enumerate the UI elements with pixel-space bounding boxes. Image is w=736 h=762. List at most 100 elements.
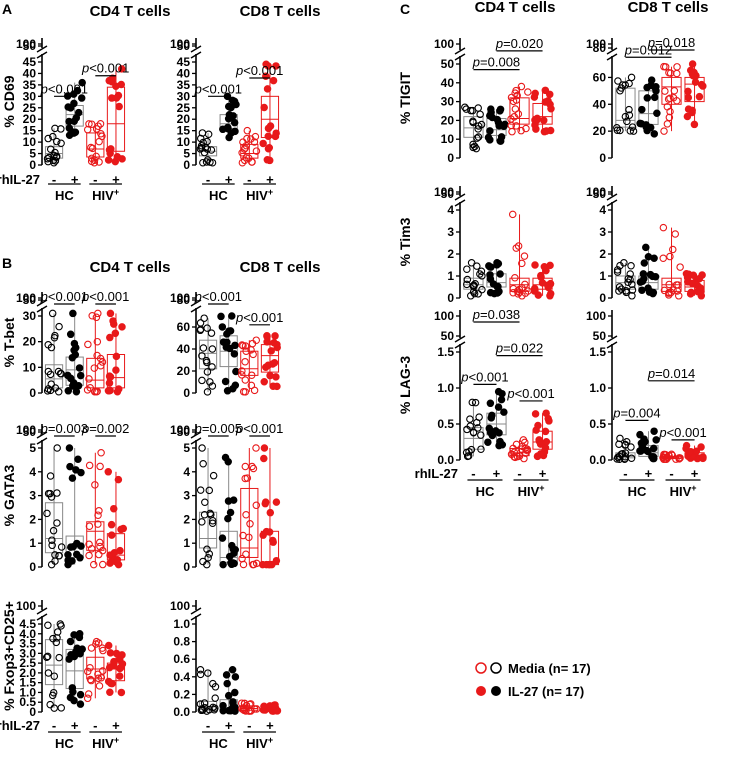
data-point: [51, 157, 60, 165]
p-value-label: p=0.004: [612, 405, 660, 420]
data-point: [86, 675, 95, 684]
data-point: [498, 389, 506, 398]
plus-sign: +: [112, 172, 120, 187]
data-point: [88, 311, 96, 320]
y-tick-label: 2: [447, 247, 454, 261]
data-point: [230, 97, 239, 106]
p-value-number: =0.014: [655, 366, 695, 381]
y-axis-label: % GATA3: [1, 464, 17, 526]
axis-break-mark: [606, 199, 618, 207]
p-value-label: p<0.001: [81, 61, 129, 76]
data-point: [665, 280, 673, 289]
data-point: [64, 551, 72, 559]
data-point: [494, 259, 503, 268]
p-value-number: =0.003: [48, 421, 88, 436]
data-point: [107, 531, 116, 539]
hiv-superscript: +: [114, 735, 119, 745]
data-point: [617, 285, 626, 293]
y-tick-label: 4: [599, 203, 606, 217]
y-tick-label: 5: [183, 441, 190, 455]
minus-sign: -: [669, 466, 673, 481]
data-point: [196, 666, 205, 674]
data-point: [628, 280, 636, 289]
y-tick-label: 2: [183, 512, 190, 526]
data-point: [218, 323, 227, 331]
data-point: [642, 243, 650, 252]
plus-sign: +: [493, 466, 501, 481]
data-point: [203, 545, 211, 554]
data-point: [219, 560, 227, 569]
data-point: [249, 464, 258, 473]
data-point: [68, 684, 77, 692]
y-tick-label: 10: [177, 135, 191, 149]
box: [240, 487, 259, 558]
data-point: [223, 679, 231, 688]
y-tick-label: 1.0: [589, 381, 606, 395]
data-point: [196, 700, 205, 708]
y-tick-label: 0.5: [437, 417, 454, 431]
data-point: [197, 134, 205, 143]
data-point: [118, 651, 126, 659]
data-point: [95, 550, 103, 559]
y-tick-label: 50: [441, 329, 455, 343]
data-point: [75, 364, 84, 372]
y-tick-label: 100: [586, 185, 606, 199]
data-point: [695, 92, 704, 101]
data-point: [469, 140, 477, 149]
y-tick-label: 3.0: [19, 646, 36, 660]
data-point: [52, 137, 61, 146]
data-point: [48, 309, 57, 318]
data-point: [683, 112, 692, 121]
data-point: [50, 672, 59, 680]
minus-sign: -: [471, 466, 475, 481]
data-point: [259, 139, 267, 148]
data-point: [199, 460, 207, 468]
data-point: [682, 444, 690, 453]
y-tick-label: 100: [16, 599, 36, 613]
axis-break-mark: [454, 335, 466, 343]
data-point: [673, 96, 681, 105]
data-point: [231, 688, 239, 697]
data-point: [636, 278, 645, 286]
y-tick-label: 4: [29, 465, 36, 479]
data-point: [98, 358, 107, 366]
y-tick-label: 0.5: [19, 695, 36, 709]
data-point: [624, 274, 633, 283]
p-value-symbol: p: [194, 81, 202, 96]
data-point: [515, 452, 524, 460]
data-point: [57, 139, 65, 147]
data-point: [91, 481, 99, 489]
data-point: [55, 551, 63, 560]
p-value-label: p=0.002: [81, 421, 129, 436]
data-point: [52, 152, 61, 161]
panel-foxp3_cd8: 100 0.0 0.2 0.4 0.6 0.8 1.0: [170, 599, 282, 719]
data-point: [89, 560, 98, 569]
data-point: [540, 262, 549, 271]
y-tick-label: 100: [170, 599, 190, 613]
data-point: [211, 704, 219, 712]
data-point: [96, 542, 104, 551]
group-label-hc: HC: [476, 484, 495, 499]
data-point: [87, 143, 95, 152]
data-point: [484, 438, 492, 446]
y-tick-label: 0.2: [173, 687, 190, 701]
title-c-cd4: CD4 T cells: [475, 0, 556, 16]
data-point: [514, 242, 523, 250]
data-point: [53, 444, 61, 452]
group-label-hiv: HIV+: [92, 735, 119, 751]
p-value-label: p<0.001: [81, 289, 129, 304]
data-point: [200, 314, 208, 322]
p-value-symbol: p: [460, 369, 468, 384]
data-point: [78, 78, 86, 87]
p-value-label: p<0.001: [235, 310, 283, 325]
p-value-label: p=0.003: [40, 421, 88, 436]
y-tick-label: 0: [29, 386, 36, 400]
axis-break-mark: [190, 305, 202, 313]
data-point: [46, 700, 54, 709]
p-value-symbol: p: [495, 36, 503, 51]
data-point: [198, 518, 206, 526]
group-label-hiv: HIV+: [92, 187, 119, 203]
data-point: [104, 468, 113, 476]
data-point: [547, 104, 555, 113]
